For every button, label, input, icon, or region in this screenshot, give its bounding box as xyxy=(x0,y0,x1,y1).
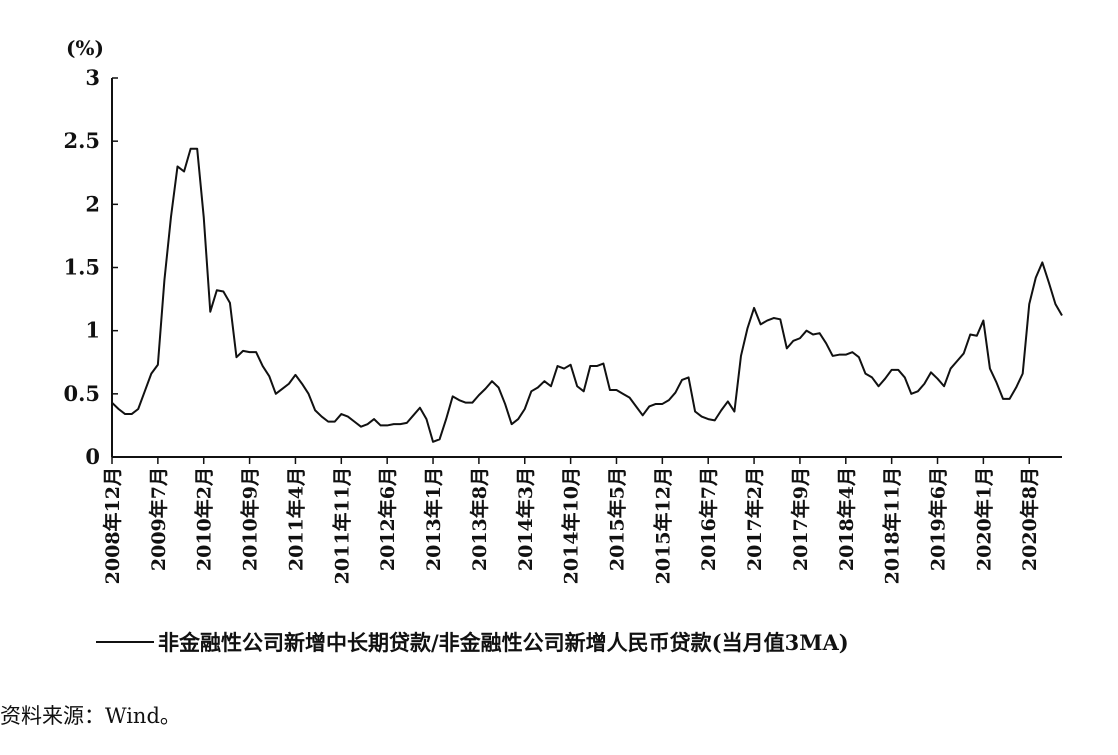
x-tick-label: 2013年1月 xyxy=(422,467,445,571)
y-tick-label: 1 xyxy=(85,318,100,343)
x-tick-label: 2012年6月 xyxy=(376,467,399,571)
y-tick-label: 2 xyxy=(85,191,100,216)
x-tick-label: 2013年8月 xyxy=(468,467,491,571)
x-axis: 2008年12月 2009年7月 2010年2月 2010年9月 2011年4月 2011… xyxy=(101,456,1062,584)
y-tick-label: 1.5 xyxy=(63,255,100,280)
x-tick-label: 2015年12月 xyxy=(651,467,674,584)
y-tick-label: 3 xyxy=(85,65,100,90)
x-tick-label: 2015年5月 xyxy=(605,467,628,571)
x-tick-label: 2010年2月 xyxy=(193,467,216,571)
x-tick-label: 2020年8月 xyxy=(1018,467,1041,571)
y-tick-label: 0 xyxy=(85,444,100,469)
series-line xyxy=(111,147,1063,443)
x-tick-label: 2010年9月 xyxy=(239,467,262,571)
x-tick-label: 2008年12月 xyxy=(101,467,124,584)
x-tick-label: 2016年7月 xyxy=(697,467,720,571)
x-tick-label: 2018年4月 xyxy=(835,467,858,571)
legend: 非金融性公司新增中长期贷款/非金融性公司新增人民币贷款(当月值3MA) xyxy=(96,627,849,657)
x-tick-label: 2011年11月 xyxy=(330,467,353,584)
y-tick-label: 2.5 xyxy=(63,128,100,153)
series-layer xyxy=(111,147,1063,443)
x-tick-label: 2018年11月 xyxy=(881,467,904,584)
x-tick-label: 2017年9月 xyxy=(789,467,812,571)
x-tick-label: 2011年4月 xyxy=(284,467,307,571)
legend-label: 非金融性公司新增中长期贷款/非金融性公司新增人民币贷款(当月值3MA) xyxy=(158,630,849,655)
y-unit-label: (%) xyxy=(66,36,104,60)
x-tick-label: 2009年7月 xyxy=(147,467,170,571)
y-axis: 0 0.5 1 1.5 2 2.5 3 xyxy=(63,65,118,469)
x-tick-label: 2014年3月 xyxy=(514,467,537,571)
x-tick-label: 2020年1月 xyxy=(972,467,995,571)
x-tick-label: 2017年2月 xyxy=(743,467,766,571)
source-note: 资料来源：Wind。 xyxy=(0,704,181,728)
x-tick-label: 2019年6月 xyxy=(927,467,950,571)
line-chart: (%) 0 0.5 1 1.5 2 2.5 3 2008年12月 2009年7月 2010年2月… xyxy=(63,36,1063,584)
legend-line-swatch xyxy=(96,641,154,643)
x-tick-label: 2014年10月 xyxy=(560,467,583,584)
y-tick-label: 0.5 xyxy=(63,381,100,406)
